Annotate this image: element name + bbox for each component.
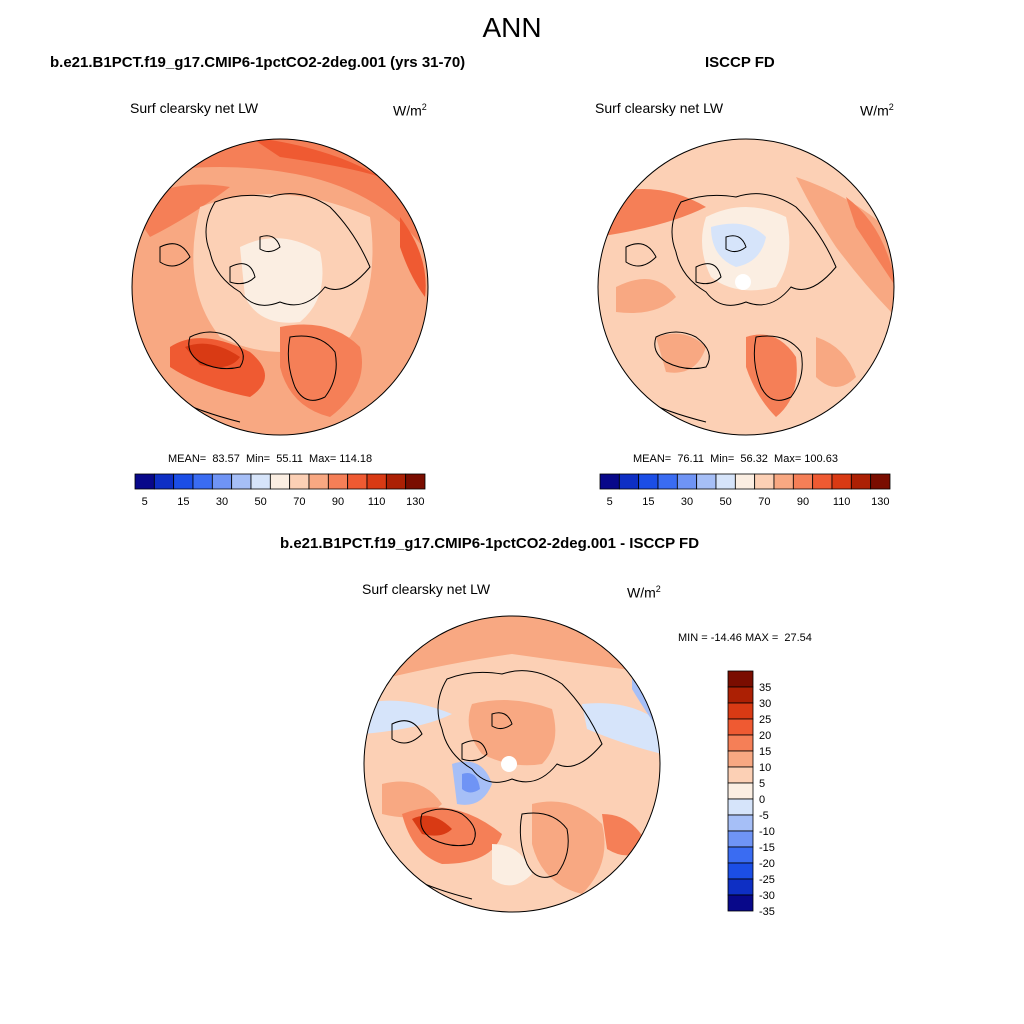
- colorbar-tick-label: 35: [759, 682, 771, 694]
- panel-2-colorbar: 5 15 30 50 70 90 110 130: [599, 473, 891, 508]
- colorbar-swatch: [327, 473, 349, 490]
- colorbar-tick-label: 110: [368, 496, 386, 508]
- colorbar-tick-label: 30: [216, 496, 228, 508]
- colorbar-swatch: [727, 718, 754, 736]
- colorbar-tick-label: -10: [759, 826, 775, 838]
- colorbar-swatch: [870, 473, 891, 490]
- panel-2-title: ISCCP FD: [705, 54, 775, 71]
- colorbar-swatch: [727, 750, 754, 768]
- colorbar-tick-label: 0: [759, 794, 765, 806]
- colorbar-swatch: [696, 473, 717, 490]
- colorbar-tick-label: 50: [720, 496, 732, 508]
- colorbar-tick-label: -35: [759, 906, 775, 918]
- colorbar-swatch: [727, 670, 754, 688]
- colorbar-tick-label: 130: [406, 496, 424, 508]
- panel-1-stats: MEAN= 83.57 Min= 55.11 Max= 114.18: [168, 453, 373, 465]
- panel-2-units: W/m2: [860, 102, 894, 119]
- colorbar-tick-label: 130: [871, 496, 889, 508]
- colorbar-swatch: [727, 702, 754, 720]
- colorbar-swatch: [599, 473, 620, 490]
- panel-2-polar-map: [597, 138, 895, 436]
- colorbar-tick-label: 90: [797, 496, 809, 508]
- colorbar-swatch: [850, 473, 872, 490]
- colorbar-swatch: [715, 473, 736, 490]
- colorbar-swatch: [727, 798, 754, 816]
- colorbar-swatch: [231, 473, 252, 490]
- colorbar-tick-label: -30: [759, 890, 775, 902]
- panel-3-variable-label: Surf clearsky net LW: [362, 581, 491, 597]
- colorbar-swatch: [727, 814, 754, 832]
- colorbar-swatch: [727, 862, 754, 880]
- colorbar-swatch: [727, 766, 754, 784]
- colorbar-tick-label: 25: [759, 714, 771, 726]
- colorbar-swatch: [618, 473, 640, 490]
- colorbar-tick-label: 15: [177, 496, 189, 508]
- colorbar-swatch: [366, 473, 387, 490]
- colorbar-tick-label: 5: [142, 496, 148, 508]
- colorbar-tick-label: 70: [758, 496, 770, 508]
- colorbar-swatch: [192, 473, 213, 490]
- colorbar-tick-label: -15: [759, 842, 775, 854]
- colorbar-tick-label: 30: [681, 496, 693, 508]
- colorbar-tick-label: 20: [759, 730, 771, 742]
- colorbar-swatch: [727, 782, 754, 800]
- colorbar-swatch: [657, 473, 678, 490]
- colorbar-swatch: [676, 473, 698, 490]
- colorbar-swatch: [734, 473, 756, 490]
- colorbar-swatch: [289, 473, 310, 490]
- colorbar-tick-label: 5: [607, 496, 613, 508]
- colorbar-swatch: [308, 473, 329, 490]
- colorbar-tick-label: 15: [759, 746, 771, 758]
- panel-3-units: W/m2: [627, 584, 661, 601]
- colorbar-tick-label: 90: [332, 496, 344, 508]
- panel-3-title: b.e21.B1PCT.f19_g17.CMIP6-1pctCO2-2deg.0…: [280, 535, 700, 552]
- colorbar-swatch: [250, 473, 271, 490]
- colorbar-tick-label: 15: [642, 496, 654, 508]
- colorbar-swatch: [405, 473, 426, 490]
- colorbar-swatch: [727, 846, 754, 864]
- panel-1-title: b.e21.B1PCT.f19_g17.CMIP6-1pctCO2-2deg.0…: [50, 54, 466, 71]
- colorbar-swatch: [269, 473, 291, 490]
- panel-1-variable-label: Surf clearsky net LW: [130, 100, 259, 116]
- colorbar-swatch: [792, 473, 814, 490]
- colorbar-swatch: [831, 473, 852, 490]
- colorbar-swatch: [134, 473, 155, 490]
- colorbar-tick-label: -20: [759, 858, 775, 870]
- panel-1-units: W/m2: [393, 102, 427, 119]
- colorbar-swatch: [211, 473, 233, 490]
- colorbar-tick-label: -5: [759, 810, 769, 822]
- figure-title: ANN: [482, 12, 542, 43]
- colorbar-swatch: [385, 473, 407, 490]
- colorbar-tick-label: 70: [293, 496, 305, 508]
- panel-3-colorbar: 35 30 25 20 15 10 5 0 -5 -10 -15 -20 -25 -30 -35: [727, 670, 775, 918]
- colorbar-swatch: [812, 473, 833, 490]
- panel-1-polar-map: [131, 138, 429, 436]
- colorbar-tick-label: 50: [255, 496, 267, 508]
- colorbar-swatch: [727, 686, 754, 704]
- colorbar-swatch: [754, 473, 775, 490]
- panel-2-variable-label: Surf clearsky net LW: [595, 100, 724, 116]
- colorbar-swatch: [727, 734, 754, 752]
- colorbar-swatch: [727, 830, 754, 848]
- colorbar-swatch: [727, 894, 754, 912]
- colorbar-swatch: [153, 473, 175, 490]
- colorbar-tick-label: -25: [759, 874, 775, 886]
- colorbar-swatch: [773, 473, 794, 490]
- colorbar-tick-label: 5: [759, 778, 765, 790]
- panel-2-stats: MEAN= 76.11 Min= 56.32 Max= 100.63: [633, 453, 838, 465]
- colorbar-swatch: [638, 473, 659, 490]
- panel-3-polar-map: [363, 615, 661, 913]
- colorbar-tick-label: 110: [833, 496, 851, 508]
- colorbar-tick-label: 30: [759, 698, 771, 710]
- colorbar-swatch: [347, 473, 368, 490]
- panel-3-stats: MIN = -14.46 MAX = 27.54: [678, 632, 812, 644]
- colorbar-swatch: [173, 473, 194, 490]
- colorbar-swatch: [727, 878, 754, 896]
- panel-1-colorbar: 5 15 30 50 70 90 110 130: [134, 473, 426, 508]
- colorbar-tick-label: 10: [759, 762, 771, 774]
